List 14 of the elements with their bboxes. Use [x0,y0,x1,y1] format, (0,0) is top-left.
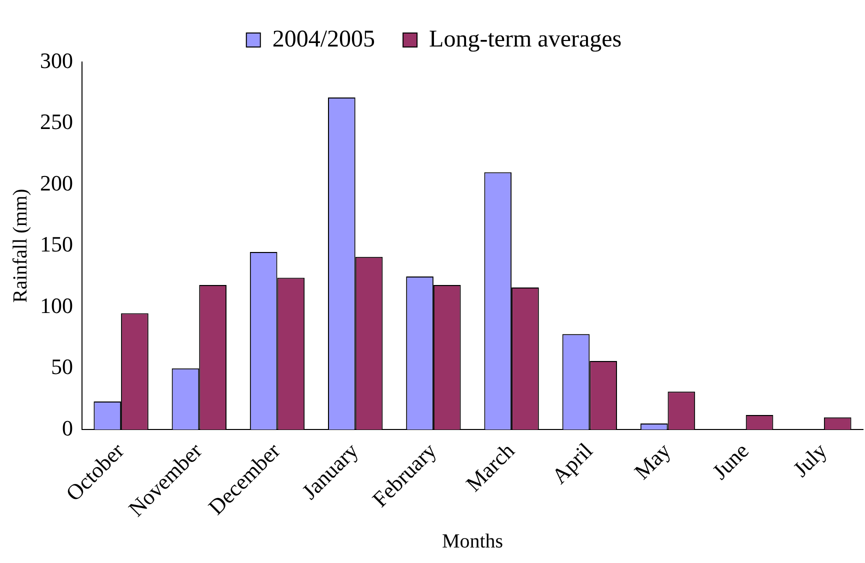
y-tick-label: 300 [40,48,73,73]
y-tick-label: 0 [62,415,73,440]
x-tick-label: June [707,438,754,484]
legend-label: Long-term averages [429,26,622,52]
x-axis-title: Months [442,530,504,552]
legend-label: 2004/2005 [272,26,376,52]
x-tick-label: July [788,438,832,482]
y-tick-label: 100 [40,292,73,318]
y-tick-label: 150 [40,232,73,257]
x-tick-label: May [629,438,676,484]
y-axis-title: Rainfall (mm) [9,188,32,303]
y-tick-label: 200 [40,170,73,196]
y-tick-label: 250 [40,109,73,134]
y-tick-label: 50 [51,354,73,380]
